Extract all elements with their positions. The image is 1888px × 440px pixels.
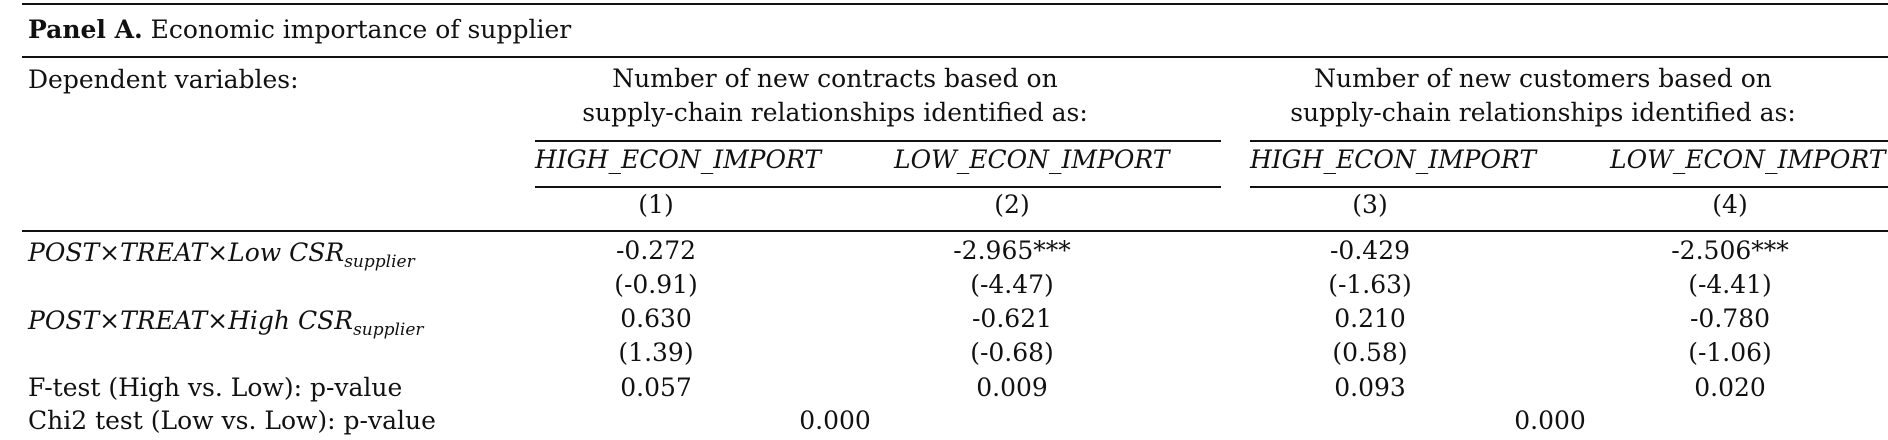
coef-high-csr-col3: 0.210 xyxy=(1334,304,1406,333)
row-label-high-csr: POST×TREAT×High CSRsupplier xyxy=(28,306,424,339)
ftest-col3: 0.093 xyxy=(1334,373,1406,402)
tstat-high-csr-col4: (-1.06) xyxy=(1688,338,1772,367)
panel-title-text: Economic importance of supplier xyxy=(150,15,572,44)
panel-rule xyxy=(22,56,1888,58)
column-number-1: (1) xyxy=(638,190,674,219)
coef-low-csr-col1: -0.272 xyxy=(615,236,697,265)
colname-rule-1 xyxy=(535,186,1221,188)
colname-rule-2 xyxy=(1250,186,1888,188)
column-number-4: (4) xyxy=(1712,190,1748,219)
ftest-col1: 0.057 xyxy=(620,373,692,402)
tstat-low-csr-col3: (-1.63) xyxy=(1328,270,1412,299)
tstat-high-csr-col2: (-0.68) xyxy=(970,338,1054,367)
tstat-high-csr-col1: (1.39) xyxy=(618,338,694,367)
ftest-col2: 0.009 xyxy=(976,373,1048,402)
tstat-low-csr-col4: (-4.41) xyxy=(1688,270,1772,299)
panel-title: Panel A. Economic importance of supplier xyxy=(28,15,571,45)
row-label-low-csr-sub: supplier xyxy=(344,252,415,272)
group2-rule xyxy=(1250,140,1888,142)
row-label-high-csr-sub: supplier xyxy=(353,320,424,340)
column-number-3: (3) xyxy=(1352,190,1388,219)
column-name-1: HIGH_ECON_IMPORT xyxy=(535,145,822,174)
column-name-4: LOW_ECON_IMPORT xyxy=(1610,145,1886,174)
tstat-high-csr-col3: (0.58) xyxy=(1332,338,1408,367)
row-label-low-csr: POST×TREAT×Low CSRsupplier xyxy=(28,238,415,271)
group1-rule xyxy=(535,140,1221,142)
tstat-low-csr-col2: (-4.47) xyxy=(970,270,1054,299)
coef-low-csr-col3: -0.429 xyxy=(1329,236,1411,265)
header-rule xyxy=(22,230,1888,232)
group2-header-line1: Number of new customers based on xyxy=(1314,64,1772,93)
group2-header-line2: supply-chain relationships identified as… xyxy=(1290,98,1796,127)
coef-low-csr-col2: -2.965*** xyxy=(953,236,1071,265)
chi2-label: Chi2 test (Low vs. Low): p-value xyxy=(28,406,436,435)
coef-high-csr-col1: 0.630 xyxy=(620,304,692,333)
column-name-3: HIGH_ECON_IMPORT xyxy=(1250,145,1537,174)
column-number-2: (2) xyxy=(994,190,1030,219)
chi2-group2: 0.000 xyxy=(1514,406,1586,435)
group1-header-line2: supply-chain relationships identified as… xyxy=(582,98,1088,127)
row-label-high-csr-main: POST×TREAT×High CSR xyxy=(28,306,354,335)
tstat-low-csr-col1: (-0.91) xyxy=(614,270,698,299)
group1-header-line1: Number of new contracts based on xyxy=(612,64,1058,93)
column-name-2: LOW_ECON_IMPORT xyxy=(894,145,1170,174)
coef-low-csr-col4: -2.506*** xyxy=(1671,236,1789,265)
panel-label: Panel A. xyxy=(28,15,143,44)
dependent-variables-label: Dependent variables: xyxy=(28,65,299,94)
coef-high-csr-col4: -0.780 xyxy=(1689,304,1771,333)
coef-high-csr-col2: -0.621 xyxy=(971,304,1053,333)
chi2-group1: 0.000 xyxy=(799,406,871,435)
row-label-low-csr-main: POST×TREAT×Low CSR xyxy=(28,238,345,267)
ftest-label: F-test (High vs. Low): p-value xyxy=(28,373,403,402)
ftest-col4: 0.020 xyxy=(1694,373,1766,402)
top-rule xyxy=(22,3,1888,5)
